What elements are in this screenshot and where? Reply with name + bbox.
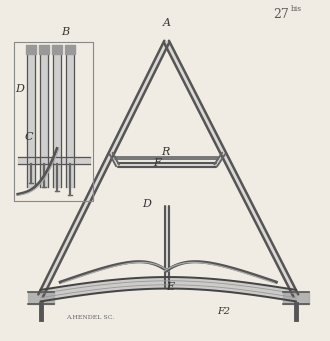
Polygon shape bbox=[214, 153, 225, 166]
Polygon shape bbox=[115, 157, 218, 159]
Polygon shape bbox=[110, 153, 119, 166]
Text: A: A bbox=[163, 18, 171, 28]
Text: R: R bbox=[161, 147, 169, 157]
Polygon shape bbox=[165, 206, 169, 287]
Text: C: C bbox=[25, 132, 33, 142]
Text: F: F bbox=[153, 158, 161, 168]
Text: D: D bbox=[143, 199, 151, 209]
Text: F2: F2 bbox=[217, 307, 230, 316]
Polygon shape bbox=[164, 41, 298, 297]
Text: bis: bis bbox=[291, 5, 302, 13]
Text: B: B bbox=[61, 27, 69, 37]
Text: E: E bbox=[166, 282, 174, 292]
Text: D: D bbox=[15, 84, 24, 94]
Polygon shape bbox=[117, 163, 216, 167]
Polygon shape bbox=[38, 41, 169, 297]
Text: A.HENDEL SC.: A.HENDEL SC. bbox=[66, 315, 114, 320]
Text: 27: 27 bbox=[273, 8, 289, 21]
